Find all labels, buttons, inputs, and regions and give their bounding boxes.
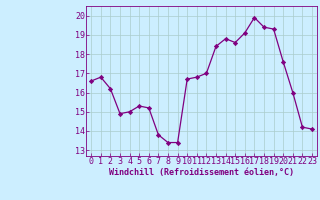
X-axis label: Windchill (Refroidissement éolien,°C): Windchill (Refroidissement éolien,°C) — [109, 168, 294, 177]
